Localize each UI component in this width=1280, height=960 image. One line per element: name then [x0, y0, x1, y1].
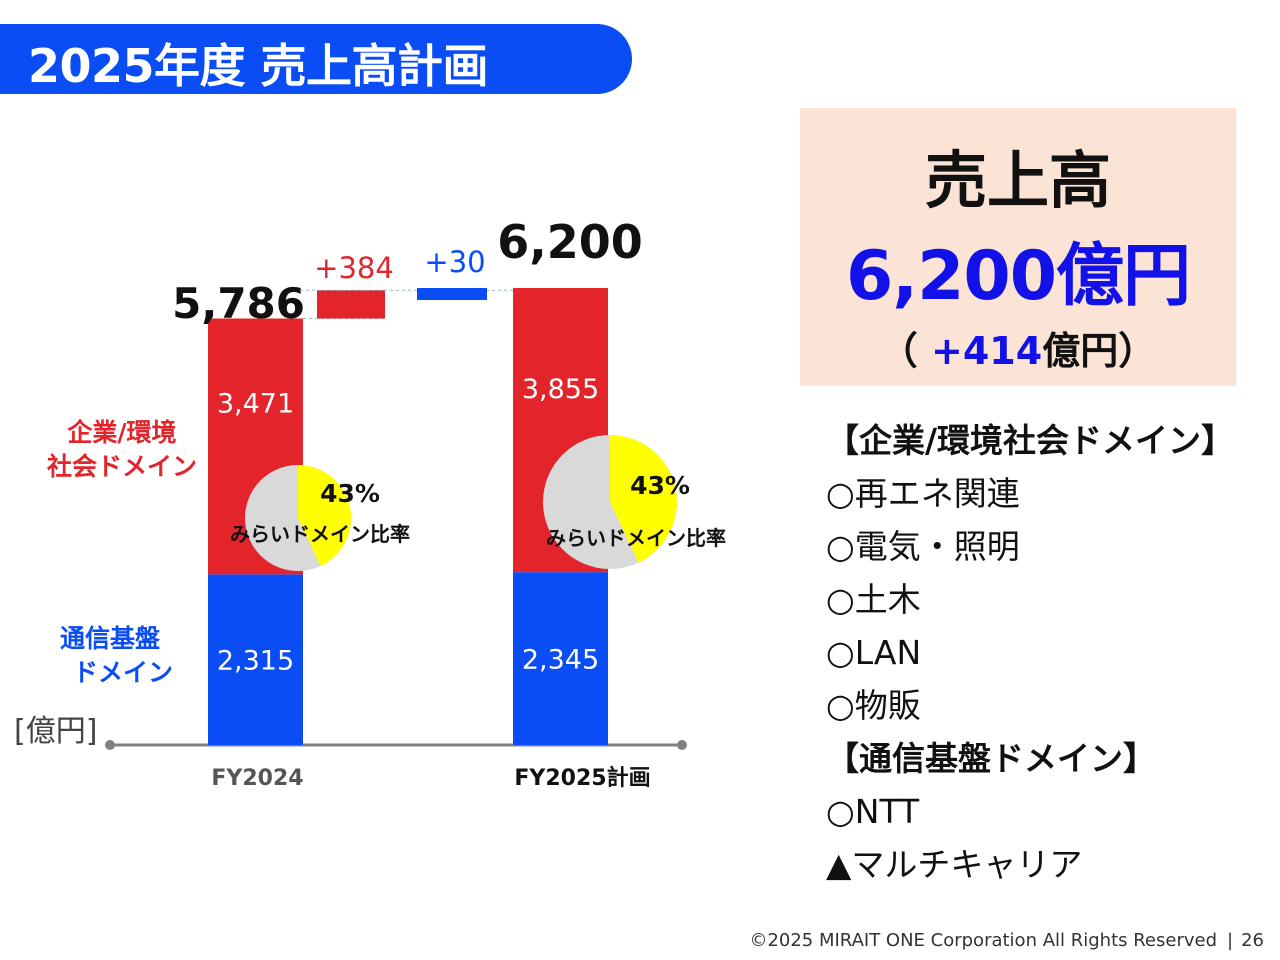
unit-label: [億円] — [14, 714, 97, 749]
pie-slice-mirai — [298, 464, 352, 566]
series-label-telecom: 通信基盤 — [60, 624, 161, 653]
data-label-telecom: 2,345 — [522, 645, 599, 676]
bridge-bar-enterprise — [317, 290, 385, 319]
x-tick-label: FY2025計画 — [514, 765, 650, 791]
footer-separator: | — [1227, 930, 1234, 951]
list-heading-telecom: 【通信基盤ドメイン】 — [826, 739, 1156, 778]
copyright: ©2025 MIRAIT ONE Corporation All Rights … — [749, 930, 1218, 951]
title-bar — [0, 24, 632, 94]
list-item: ○NTT — [826, 792, 920, 831]
bridge-label-telecom: +30 — [424, 245, 485, 279]
page-title: 2025年度 売上高計画 — [28, 39, 489, 93]
x-tick-label: FY2024 — [211, 766, 303, 791]
pie-percent-label: 43% — [630, 471, 690, 500]
series-label-enterprise: 社会ドメイン — [47, 452, 197, 481]
list-item: ○電気・照明 — [826, 527, 1020, 566]
bridge-bar-telecom — [417, 288, 487, 300]
pie-caption: みらいドメイン比率 — [230, 522, 410, 546]
sales-waterfall-chart: [億円] 2,315 3,471 FY2024 2,345 3,855 FY2025計画 5,… — [14, 215, 726, 791]
x-axis-end-dot — [105, 740, 115, 750]
bridge-label-enterprise: +384 — [314, 251, 394, 285]
panel-change: （ +414億円） — [800, 320, 1236, 375]
data-label-enterprise: 3,855 — [522, 374, 599, 405]
pie-caption: みらいドメイン比率 — [546, 526, 726, 550]
list-item: ○再エネ関連 — [826, 474, 1020, 513]
list-heading-enterprise: 【企業/環境社会ドメイン】 — [826, 421, 1235, 460]
list-item: ○土木 — [826, 580, 921, 619]
pie-slice-mirai — [610, 435, 677, 563]
x-axis-end-dot — [677, 740, 687, 750]
list-item: ▲マルチキャリア — [826, 845, 1083, 884]
panel-change-value: +414 — [931, 329, 1043, 373]
sales-summary-panel: 売上高 6,200億円 （ +414億円） — [800, 108, 1236, 386]
total-label: 6,200 — [497, 215, 643, 269]
pie-percent-label: 43% — [320, 479, 380, 508]
data-label-enterprise: 3,471 — [217, 389, 294, 420]
list-item: ○物販 — [826, 686, 921, 725]
bar-telecom — [208, 574, 303, 745]
panel-title: 売上高 — [924, 144, 1111, 217]
footer: ©2025 MIRAIT ONE Corporation All Rights … — [749, 930, 1264, 951]
list-item: ○LAN — [826, 633, 922, 672]
data-label-telecom: 2,315 — [217, 646, 294, 677]
panel-value: 6,200億円 — [845, 237, 1191, 316]
page-number: 26 — [1241, 930, 1264, 951]
series-label-enterprise: 企業/環境 — [67, 418, 176, 447]
bar-telecom — [513, 572, 608, 745]
domain-list: 【企業/環境社会ドメイン】 ○再エネ関連 ○電気・照明 ○土木 ○LAN ○物販… — [826, 414, 1276, 891]
panel-change-open: （ — [879, 329, 932, 373]
series-label-telecom: ドメイン — [73, 658, 173, 687]
total-label: 5,786 — [172, 279, 305, 328]
panel-change-close: 億円） — [1042, 329, 1157, 373]
